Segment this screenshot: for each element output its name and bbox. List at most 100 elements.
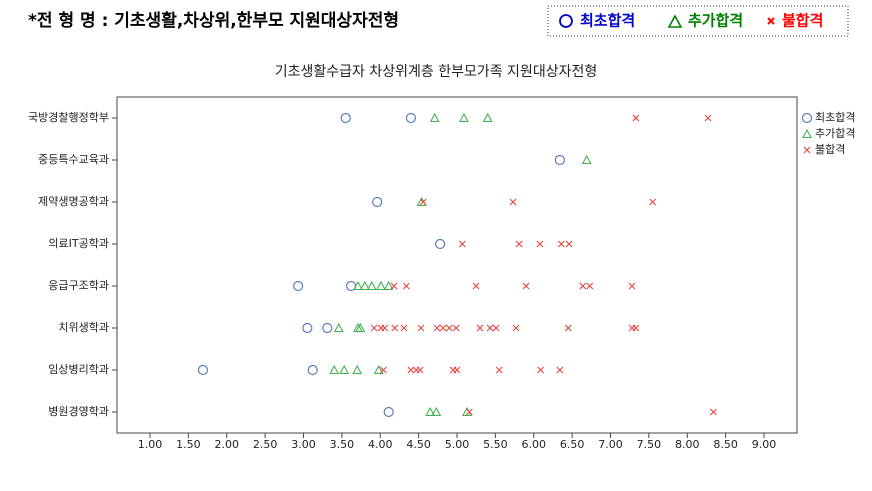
point	[709, 408, 717, 416]
point	[197, 364, 209, 376]
point	[453, 366, 461, 374]
x-tick-label: 3.50	[330, 438, 355, 451]
point	[495, 366, 503, 374]
point	[458, 240, 466, 248]
point	[565, 240, 573, 248]
header-legend-symbol	[667, 14, 683, 28]
point	[429, 112, 440, 123]
point	[509, 198, 517, 206]
point	[359, 280, 370, 291]
point	[431, 406, 442, 417]
plot-area	[116, 96, 798, 434]
legend-label: 추가합격	[815, 127, 855, 140]
point	[302, 322, 313, 334]
point	[376, 280, 386, 291]
point	[293, 280, 304, 292]
y-tick-label: 임상병리학과	[48, 363, 109, 376]
point	[649, 198, 657, 206]
point	[417, 324, 425, 332]
point	[476, 324, 484, 332]
point	[405, 112, 417, 124]
point	[522, 282, 530, 290]
point	[366, 280, 377, 291]
x-tick-label: 5.50	[483, 438, 508, 451]
point	[492, 324, 500, 332]
point	[579, 282, 587, 290]
point	[556, 366, 564, 374]
point	[407, 366, 415, 374]
point	[452, 324, 460, 332]
point	[632, 114, 640, 122]
point	[370, 324, 378, 332]
x-tick-label: 9.00	[752, 438, 777, 451]
x-tick-label: 1.00	[138, 438, 163, 451]
x-tick-label: 4.50	[406, 438, 431, 451]
point	[339, 364, 350, 375]
point	[352, 364, 363, 375]
x-tick-label: 2.50	[253, 438, 278, 451]
x-tick-label: 8.00	[675, 438, 700, 451]
point	[632, 324, 640, 332]
x-tick-label: 8.50	[713, 438, 738, 451]
point	[628, 282, 636, 290]
legend-label: 불합격	[815, 143, 845, 156]
point	[419, 198, 427, 206]
point	[355, 322, 366, 333]
point	[482, 112, 493, 123]
y-tick-label: 응급구조학과	[48, 279, 109, 292]
point	[322, 322, 333, 334]
point	[536, 240, 544, 248]
y-tick-label: 중등특수교육과	[38, 153, 109, 166]
y-tick-label: 치위생학과	[58, 321, 109, 334]
x-tick-label: 3.00	[291, 438, 316, 451]
point	[512, 324, 520, 332]
point	[353, 280, 363, 291]
point	[400, 324, 408, 332]
point	[458, 112, 469, 123]
point	[329, 364, 340, 375]
point	[581, 154, 592, 165]
point	[333, 322, 344, 333]
point	[435, 238, 446, 250]
point	[445, 324, 453, 332]
point	[537, 366, 545, 374]
point	[586, 282, 594, 290]
y-tick-label: 국방경찰행정학부	[28, 111, 109, 124]
legend-symbol	[803, 146, 811, 154]
point	[402, 282, 410, 290]
x-tick-label: 4.00	[368, 438, 393, 451]
legend-symbol	[801, 112, 813, 124]
header-legend-label: 불합격	[782, 12, 823, 30]
point	[379, 366, 387, 374]
header-legend-symbol	[559, 14, 573, 28]
header-legend-symbol	[767, 17, 775, 25]
header-legend-label: 최초합격	[580, 12, 635, 30]
x-tick-label: 6.50	[560, 438, 585, 451]
point	[340, 112, 351, 124]
x-tick-label: 5.00	[445, 438, 470, 451]
point	[554, 154, 565, 166]
point	[373, 364, 384, 375]
header-legend-box	[547, 5, 849, 37]
y-tick-label: 병원경영학과	[48, 405, 109, 418]
point	[381, 324, 389, 332]
point	[425, 406, 436, 417]
x-tick-label: 7.50	[637, 438, 662, 451]
point	[307, 364, 318, 376]
point	[372, 196, 383, 208]
x-tick-label: 6.00	[521, 438, 546, 451]
header-legend-label: 추가합격	[688, 12, 743, 30]
point	[472, 282, 480, 290]
point	[704, 114, 712, 122]
point	[383, 406, 394, 418]
x-tick-label: 2.00	[215, 438, 240, 451]
point	[439, 324, 447, 332]
point	[383, 280, 394, 291]
chart-title: 기초생활수급자 차상위계층 한부모가족 지원대상자전형	[275, 64, 597, 80]
point	[433, 324, 441, 332]
point	[390, 282, 398, 290]
legend-symbol	[802, 128, 812, 139]
x-tick-label: 1.50	[176, 438, 201, 451]
